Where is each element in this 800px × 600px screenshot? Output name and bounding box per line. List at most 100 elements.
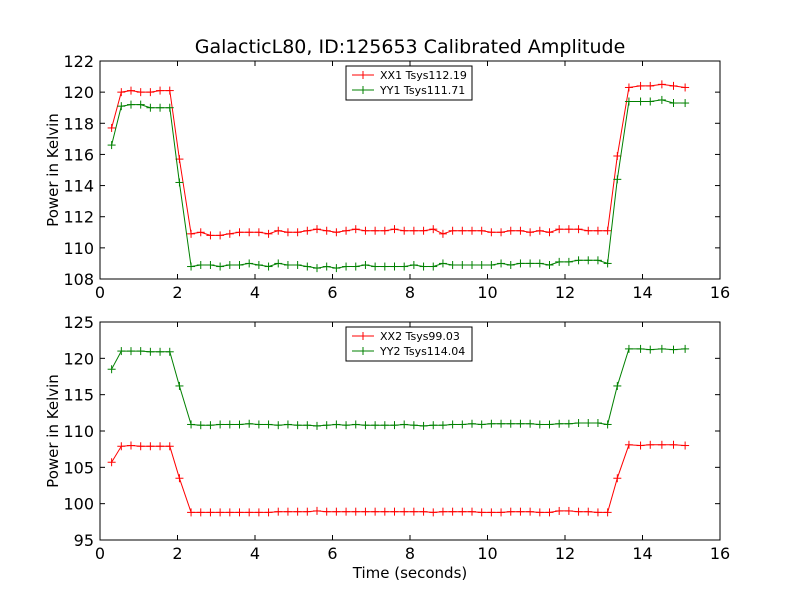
y-tick-label: 110 [63, 239, 94, 258]
data-point [624, 440, 633, 449]
legend: XX1 Tsys112.19 YY1 Tsys111.71 [345, 65, 473, 101]
data-point [574, 225, 583, 234]
data-point [127, 441, 135, 450]
x-tick-label: 8 [405, 283, 415, 302]
data-point [438, 507, 447, 516]
data-point [303, 262, 312, 271]
data-point [351, 420, 360, 429]
data-point [146, 347, 155, 356]
data-point [136, 100, 145, 109]
data-point [165, 442, 174, 451]
data-point [516, 259, 525, 268]
data-point [235, 228, 244, 237]
data-point [187, 420, 196, 429]
x-tick-label: 10 [477, 283, 497, 302]
data-point [636, 81, 645, 90]
data-point [225, 229, 234, 238]
y-tick-label: 115 [63, 386, 94, 405]
data-point [624, 97, 633, 106]
data-point [438, 421, 447, 430]
data-point [371, 262, 380, 271]
data-point [196, 260, 205, 269]
data-point [313, 225, 321, 234]
data-point [380, 507, 389, 516]
data-point [526, 419, 535, 428]
data-point [274, 421, 283, 430]
series-line-1 [111, 444, 686, 513]
legend: XX2 Tsys99.03 YY2 Tsys114.04 [345, 326, 473, 362]
data-point [206, 508, 215, 517]
data-point [274, 507, 283, 516]
data-point [516, 419, 525, 428]
data-point [342, 262, 351, 271]
data-point [448, 507, 457, 516]
data-point [646, 345, 655, 354]
data-point [574, 507, 583, 516]
data-point [264, 420, 273, 429]
data-point [584, 419, 593, 428]
data-point [603, 420, 612, 429]
data-point [477, 508, 486, 517]
data-point [380, 262, 389, 271]
data-point [196, 228, 205, 237]
data-point [165, 86, 174, 95]
data-point [361, 421, 370, 430]
data-point [429, 421, 438, 430]
data-point [117, 102, 126, 111]
series-line-2 [111, 99, 686, 269]
data-point [593, 256, 602, 265]
data-point [117, 347, 126, 356]
y-tick-label: 110 [63, 422, 94, 441]
y-axis-label: Power in Kelvin [44, 113, 62, 227]
data-point [564, 419, 573, 428]
data-point [127, 86, 135, 95]
data-point [497, 419, 506, 428]
data-point [603, 508, 612, 517]
data-point [487, 419, 496, 428]
series-line-1 [111, 83, 686, 236]
data-point [175, 474, 184, 483]
data-point [235, 260, 244, 269]
data-point [107, 141, 116, 150]
data-point [555, 225, 564, 234]
data-point [545, 420, 554, 429]
data-point [117, 442, 126, 451]
data-point [390, 225, 399, 234]
data-point [313, 264, 321, 273]
y-tick-label: 122 [63, 52, 94, 71]
data-point [624, 344, 633, 353]
data-point [409, 260, 418, 269]
data-point [371, 421, 380, 430]
data-point [419, 262, 428, 271]
data-point [448, 260, 457, 269]
data-point [107, 123, 116, 132]
data-point [487, 508, 496, 517]
data-point [196, 421, 205, 430]
data-point [468, 419, 476, 428]
data-point [206, 421, 215, 430]
x-tick-label: 12 [555, 544, 575, 563]
data-point [535, 420, 544, 429]
data-point [225, 508, 234, 517]
data-point [681, 83, 690, 92]
x-tick-label: 16 [710, 544, 730, 563]
data-point [497, 259, 506, 268]
data-point [535, 259, 544, 268]
x-tick-label: 14 [632, 544, 652, 563]
data-point [380, 421, 389, 430]
data-point [146, 88, 155, 97]
y-tick-label: 108 [63, 270, 94, 289]
data-point [419, 226, 428, 235]
data-point [400, 507, 409, 516]
data-point [283, 420, 292, 429]
data-point [351, 262, 360, 271]
data-point [429, 225, 438, 234]
data-point [646, 440, 655, 449]
x-tick-label: 6 [327, 544, 337, 563]
x-tick-label: 16 [710, 283, 730, 302]
data-point [342, 421, 351, 430]
x-tick-label: 4 [250, 544, 260, 563]
data-point [497, 508, 506, 517]
data-point [555, 419, 564, 428]
data-point [584, 507, 593, 516]
